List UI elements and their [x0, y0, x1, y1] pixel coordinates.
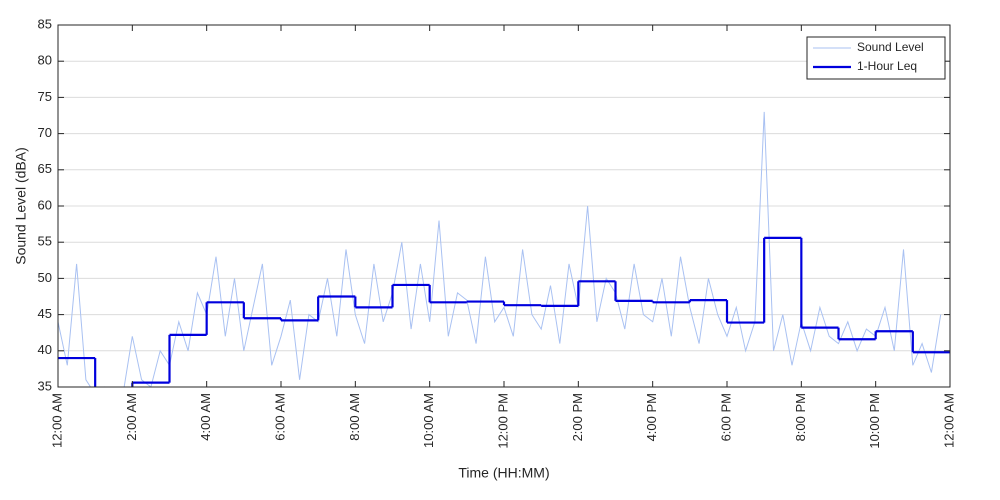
- legend: Sound Level 1-Hour Leq: [806, 36, 946, 80]
- x-tick-label: 6:00 AM: [272, 393, 287, 441]
- y-tick-label: 75: [38, 89, 52, 104]
- x-tick-label: 8:00 PM: [793, 393, 808, 441]
- y-tick-label: 80: [38, 53, 52, 68]
- plot-lines: [58, 111, 950, 387]
- x-tick-label: 8:00 AM: [347, 393, 362, 441]
- legend-label: 1-Hour Leq: [857, 59, 917, 73]
- y-tick-label: 85: [38, 16, 52, 31]
- x-tick-label: 12:00 AM: [49, 393, 64, 448]
- ticks: 35 40 45 50 55 60 65 70 75 80 85 12:00 AM 2:00 AM 4:0…: [38, 16, 957, 448]
- legend-box: [806, 36, 946, 80]
- x-tick-label: 10:00 PM: [867, 393, 882, 449]
- x-tick-label: 4:00 AM: [198, 393, 213, 441]
- y-tick-label: 65: [38, 161, 52, 176]
- x-tick-label: 10:00 AM: [421, 393, 436, 448]
- legend-label: Sound Level: [857, 40, 924, 54]
- y-axis-label: Sound Level (dBA): [13, 147, 29, 265]
- x-tick-label: 2:00 AM: [124, 393, 139, 441]
- x-tick-label: 2:00 PM: [570, 393, 585, 441]
- x-axis-label: Time (HH:MM): [458, 465, 549, 481]
- y-tick-label: 70: [38, 125, 52, 140]
- x-tick-label: 12:00 PM: [495, 393, 510, 449]
- y-tick-label: 60: [38, 197, 52, 212]
- y-tick-label: 40: [38, 342, 52, 357]
- x-tick-label: 6:00 PM: [718, 393, 733, 441]
- y-tick-label: 50: [38, 270, 52, 285]
- y-tick-label: 35: [38, 378, 52, 393]
- y-tick-label: 45: [38, 306, 52, 321]
- x-tick-label: 4:00 PM: [644, 393, 659, 441]
- sound-level-line: [58, 111, 942, 387]
- x-tick-label: 12:00 AM: [941, 393, 956, 448]
- y-tick-label: 55: [38, 234, 52, 249]
